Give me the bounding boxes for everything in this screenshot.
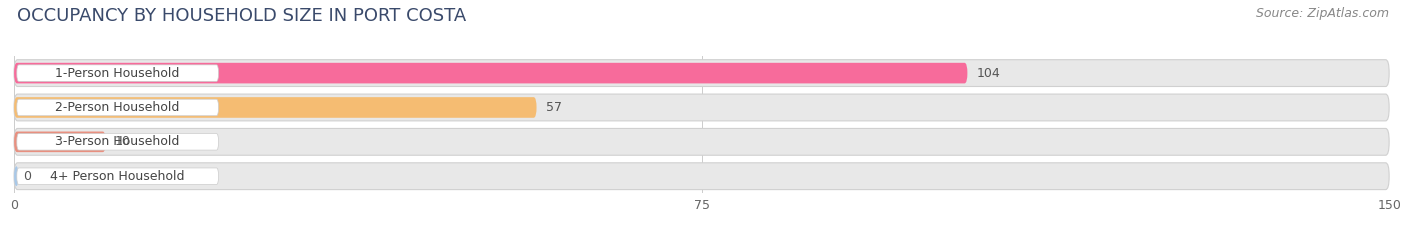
Text: 4+ Person Household: 4+ Person Household [51, 170, 186, 183]
FancyBboxPatch shape [14, 166, 18, 186]
Text: OCCUPANCY BY HOUSEHOLD SIZE IN PORT COSTA: OCCUPANCY BY HOUSEHOLD SIZE IN PORT COST… [17, 7, 467, 25]
FancyBboxPatch shape [17, 168, 218, 185]
FancyBboxPatch shape [17, 99, 218, 116]
FancyBboxPatch shape [14, 163, 1389, 190]
Text: 57: 57 [546, 101, 562, 114]
Text: 1-Person Household: 1-Person Household [55, 67, 180, 80]
FancyBboxPatch shape [14, 94, 1389, 121]
FancyBboxPatch shape [17, 134, 218, 150]
FancyBboxPatch shape [17, 65, 218, 81]
Text: 3-Person Household: 3-Person Household [55, 135, 180, 148]
FancyBboxPatch shape [14, 63, 967, 83]
FancyBboxPatch shape [14, 128, 1389, 155]
Text: Source: ZipAtlas.com: Source: ZipAtlas.com [1256, 7, 1389, 20]
Text: 104: 104 [977, 67, 1000, 80]
Text: 2-Person Household: 2-Person Household [55, 101, 180, 114]
Text: 0: 0 [24, 170, 31, 183]
FancyBboxPatch shape [14, 131, 105, 152]
FancyBboxPatch shape [14, 97, 537, 118]
FancyBboxPatch shape [14, 60, 1389, 86]
Text: 10: 10 [115, 135, 131, 148]
